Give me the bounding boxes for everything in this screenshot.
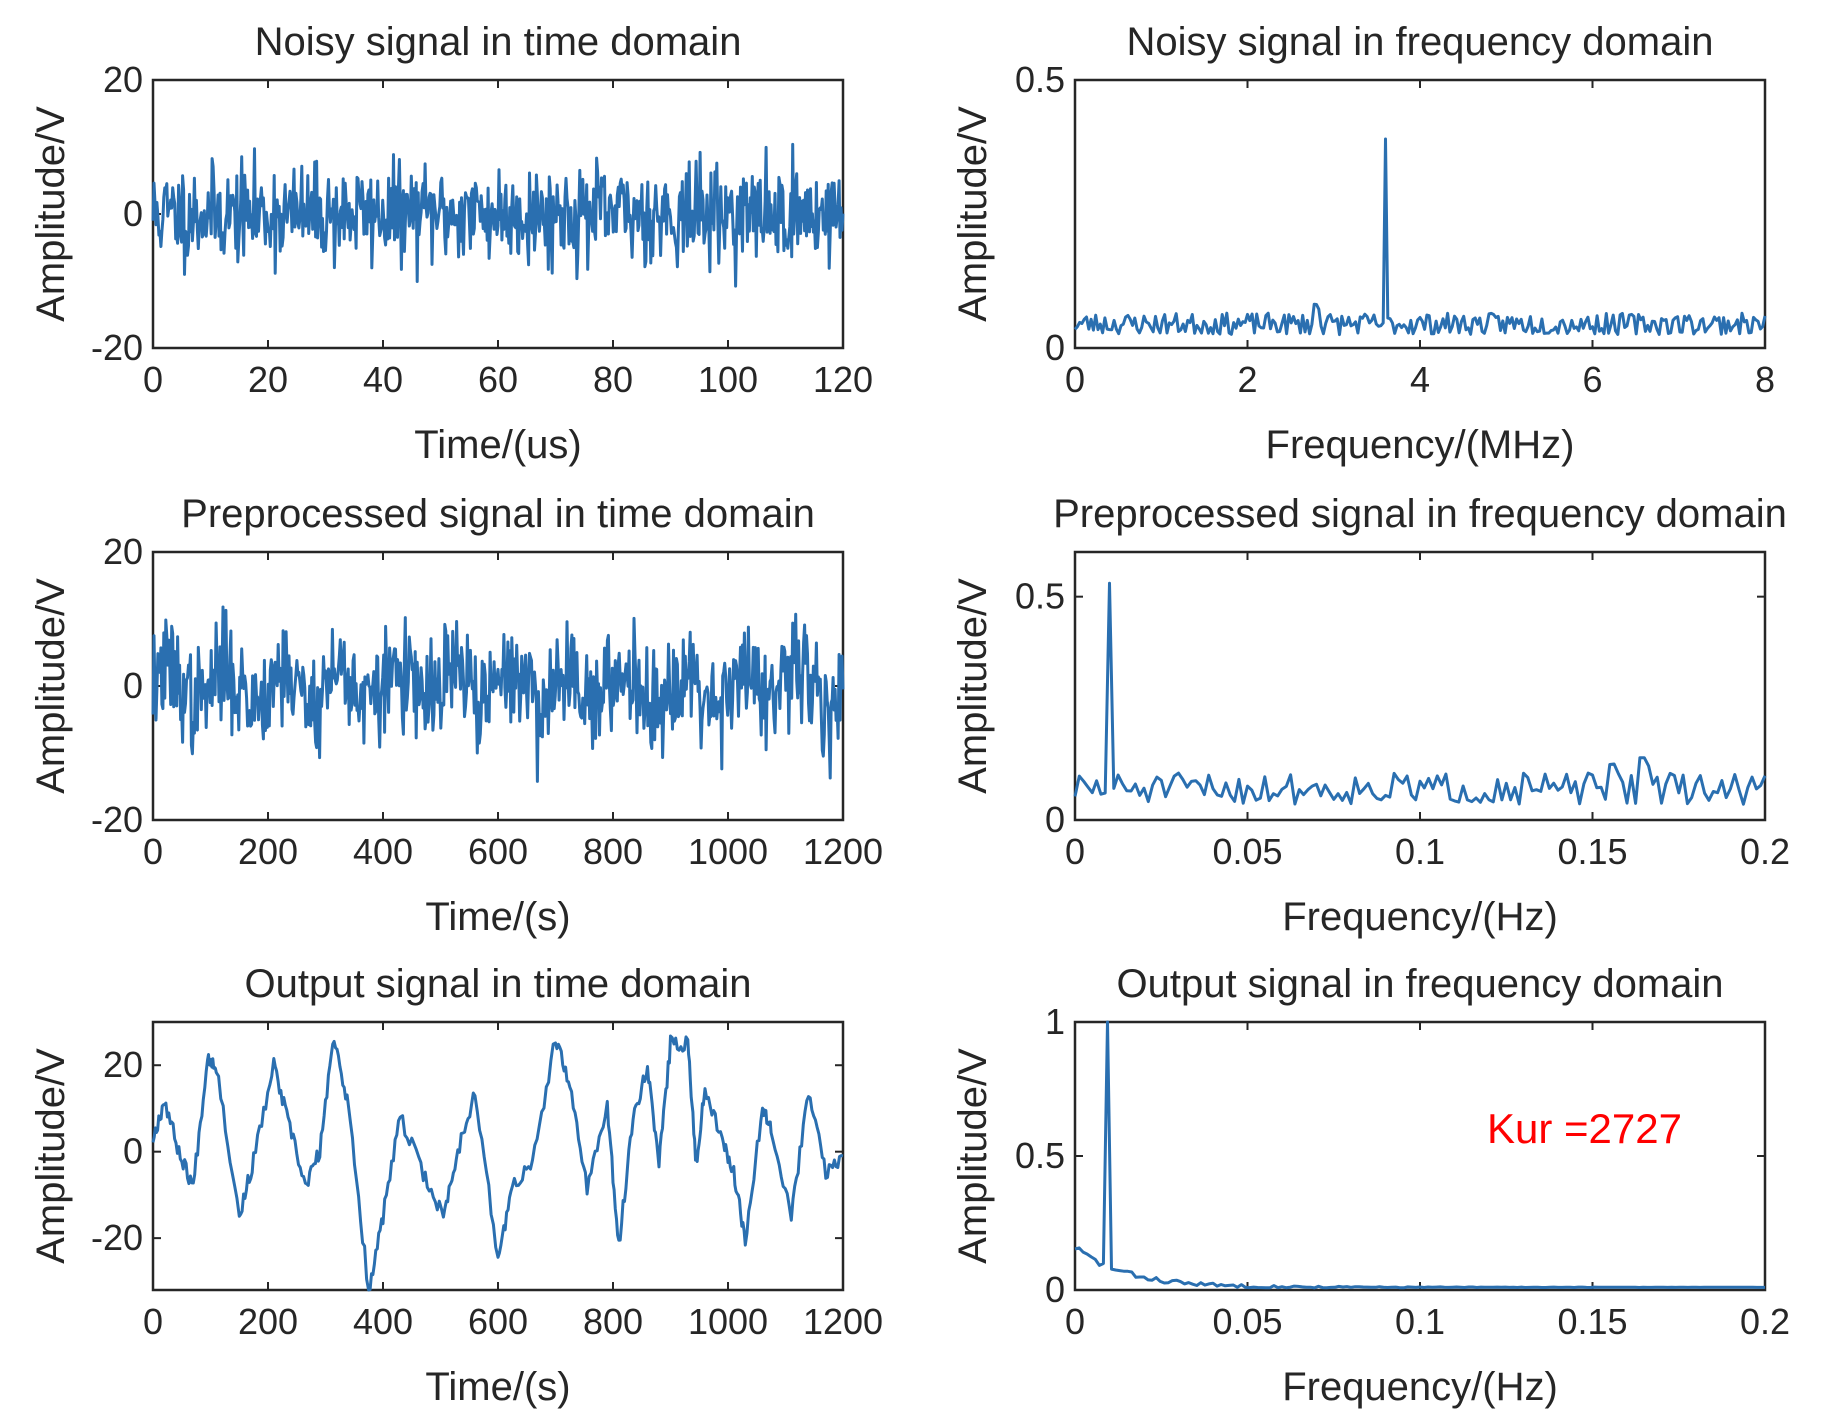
x-tick-label: 0.05 — [1212, 831, 1282, 872]
series-line — [1073, 137, 1767, 337]
x-axis-label: Time/(s) — [425, 895, 570, 939]
chart-title: Noisy signal in time domain — [255, 20, 742, 64]
plot-frame — [1073, 1020, 1767, 1292]
x-tick-label: 800 — [583, 1301, 643, 1342]
panel-noisy-frequency: Noisy signal in frequency domain Frequen… — [951, 20, 1775, 467]
series-group — [151, 605, 845, 783]
y-axis-label: Amplitude/V — [29, 578, 73, 794]
tick-group: 0 200 400 600 800 1000 1200 -20 0 20 — [91, 1022, 883, 1342]
y-tick-label: 20 — [103, 1044, 143, 1085]
series-group — [1073, 581, 1767, 806]
x-axis-label: Time/(us) — [414, 423, 581, 467]
x-axis-label: Frequency/(Hz) — [1282, 1365, 1558, 1409]
x-tick-label: 400 — [353, 1301, 413, 1342]
x-tick-label: 600 — [468, 831, 528, 872]
x-axis-label: Frequency/(MHz) — [1266, 423, 1575, 467]
x-tick-label: 6 — [1582, 359, 1602, 400]
y-tick-label: 20 — [103, 531, 143, 572]
kurtosis-annotation: Kur =2727 — [1487, 1105, 1682, 1152]
y-axis-label: Amplitude/V — [951, 578, 995, 794]
x-tick-label: 0 — [1065, 359, 1085, 400]
y-tick-label: 0 — [1045, 327, 1065, 368]
chart-title: Preprocessed signal in time domain — [181, 492, 815, 536]
series-line — [1073, 581, 1767, 806]
y-axis-label: Amplitude/V — [951, 106, 995, 322]
panel-preprocessed-time: Preprocessed signal in time domain Time/… — [29, 492, 883, 939]
x-tick-label: 1000 — [688, 1301, 768, 1342]
x-axis-label: Frequency/(Hz) — [1282, 895, 1558, 939]
x-tick-label: 800 — [583, 831, 643, 872]
x-tick-label: 0 — [1065, 1301, 1085, 1342]
x-tick-label: 20 — [248, 359, 288, 400]
y-tick-label: 0 — [123, 1131, 143, 1172]
x-tick-label: 0 — [143, 831, 163, 872]
x-tick-label: 8 — [1755, 359, 1775, 400]
y-tick-label: 0 — [123, 665, 143, 706]
y-tick-label: 0 — [123, 193, 143, 234]
x-tick-label: 0 — [143, 1301, 163, 1342]
x-tick-label: 0.1 — [1395, 1301, 1445, 1342]
y-axis-label: Amplitude/V — [951, 1048, 995, 1264]
panel-noisy-time: Noisy signal in time domain Time/(us) Am… — [29, 20, 873, 467]
x-axis-label: Time/(s) — [425, 1365, 570, 1409]
y-tick-label: -20 — [91, 1217, 143, 1258]
series-group — [151, 1034, 844, 1292]
panel-output-time: Output signal in time domain Time/(s) Am… — [29, 962, 883, 1409]
panel-output-frequency: Output signal in frequency domain Freque… — [951, 962, 1790, 1409]
x-tick-label: 600 — [468, 1301, 528, 1342]
x-tick-label: 120 — [813, 359, 873, 400]
chart-title: Output signal in frequency domain — [1116, 962, 1723, 1006]
x-tick-label: 80 — [593, 359, 633, 400]
x-tick-label: 200 — [238, 831, 298, 872]
x-tick-label: 1200 — [803, 1301, 883, 1342]
x-tick-label: 60 — [478, 359, 518, 400]
x-tick-label: 1200 — [803, 831, 883, 872]
y-axis-label: Amplitude/V — [29, 1048, 73, 1264]
x-tick-label: 40 — [363, 359, 403, 400]
y-tick-label: 1 — [1045, 1001, 1065, 1042]
x-tick-label: 0.15 — [1557, 1301, 1627, 1342]
panel-preprocessed-frequency: Preprocessed signal in frequency domain … — [951, 492, 1790, 939]
series-group — [151, 142, 845, 288]
x-tick-label: 200 — [238, 1301, 298, 1342]
series-group — [1073, 137, 1767, 337]
y-tick-label: 0.5 — [1015, 1135, 1065, 1176]
x-tick-label: 400 — [353, 831, 413, 872]
x-tick-label: 0.05 — [1212, 1301, 1282, 1342]
x-tick-label: 4 — [1410, 359, 1430, 400]
y-tick-label: 0 — [1045, 799, 1065, 840]
chart-title: Preprocessed signal in frequency domain — [1053, 492, 1787, 536]
series-line — [151, 605, 845, 783]
series-line — [151, 142, 845, 288]
y-tick-label: -20 — [91, 327, 143, 368]
x-tick-label: 0.2 — [1740, 1301, 1790, 1342]
series-line — [151, 1034, 844, 1292]
series-line — [1074, 1020, 1765, 1290]
x-tick-label: 0.1 — [1395, 831, 1445, 872]
tick-group: 0 0.05 0.1 0.15 0.2 0 0.5 — [1015, 552, 1790, 872]
y-tick-label: 0 — [1045, 1269, 1065, 1310]
chart-title: Output signal in time domain — [245, 962, 752, 1006]
chart-title: Noisy signal in frequency domain — [1127, 20, 1714, 64]
x-tick-label: 0.15 — [1557, 831, 1627, 872]
y-axis-label: Amplitude/V — [29, 106, 73, 322]
y-tick-label: 20 — [103, 59, 143, 100]
x-tick-label: 0 — [1065, 831, 1085, 872]
plot-frame — [151, 1020, 845, 1292]
x-tick-label: 100 — [698, 359, 758, 400]
x-tick-label: 2 — [1237, 359, 1257, 400]
x-tick-label: 1000 — [688, 831, 768, 872]
tick-group: 0 0.05 0.1 0.15 0.2 0 0.5 1 — [1015, 1001, 1790, 1342]
y-tick-label: -20 — [91, 799, 143, 840]
y-tick-label: 0.5 — [1015, 576, 1065, 617]
plot-frame — [1073, 78, 1767, 350]
x-tick-label: 0.2 — [1740, 831, 1790, 872]
series-group — [1074, 1020, 1765, 1290]
y-tick-label: 0.5 — [1015, 59, 1065, 100]
tick-group: 0 2 4 6 8 0 0.5 — [1015, 59, 1775, 400]
x-tick-label: 0 — [143, 359, 163, 400]
